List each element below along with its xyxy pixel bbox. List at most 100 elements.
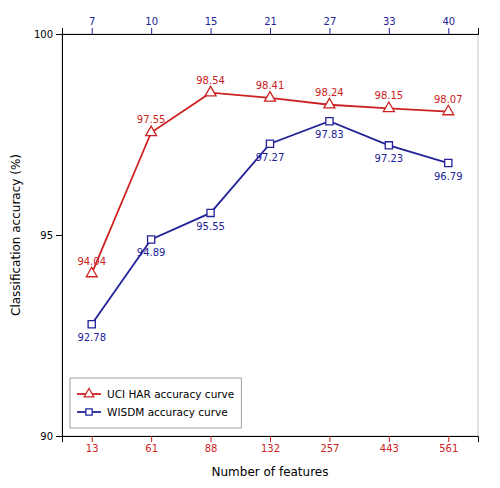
tick-mark	[270, 436, 271, 442]
tick: 13	[86, 436, 99, 454]
marker	[266, 140, 273, 147]
tick: 10	[145, 16, 158, 34]
plot-frame	[62, 34, 478, 436]
chart: 13 61 88 132 257 443 561 7 10 15 21 27 33 40 90 95 100 Nu…	[0, 0, 500, 488]
tick: 61	[145, 436, 158, 454]
marker	[146, 126, 157, 135]
legend-frame	[70, 378, 241, 428]
data-label: 98.54	[196, 75, 225, 86]
series-line	[92, 93, 449, 274]
tick-label: 561	[439, 443, 458, 454]
legend-marker	[84, 388, 94, 396]
marks	[86, 86, 454, 327]
x-axis-bottom: 13 61 88 132 257 443 561	[63, 436, 479, 454]
tick-label: 95	[40, 230, 53, 241]
tick-label: 10	[145, 16, 158, 27]
tick: 40	[442, 16, 455, 34]
tick-mark	[211, 28, 212, 34]
tick-label: 257	[320, 443, 339, 454]
tick-mark	[389, 436, 390, 442]
axis-line	[63, 437, 479, 443]
legend-label: UCI HAR accuracy curve	[107, 388, 234, 400]
tick: 33	[383, 16, 396, 34]
tick-label: 100	[34, 29, 53, 40]
data-label: 95.55	[196, 221, 225, 232]
x-axis-top: 7 10 15 21 27 33 40	[63, 16, 479, 35]
tick-label: 21	[264, 16, 277, 27]
data-label: 98.07	[434, 94, 463, 105]
tick: 21	[264, 16, 277, 34]
legend-item: WISDM accuracy curve	[77, 406, 228, 418]
data-label: 97.55	[137, 114, 166, 125]
marker	[326, 118, 333, 125]
marker	[205, 86, 216, 95]
tick: 7	[89, 16, 95, 34]
data-label: 94.89	[137, 247, 166, 258]
tick: 15	[205, 16, 218, 34]
tick-mark	[56, 34, 62, 35]
tick-label: 33	[383, 16, 396, 27]
marker	[324, 98, 335, 107]
data-label: 96.79	[434, 171, 463, 182]
tick-label: 61	[145, 443, 158, 454]
marker	[265, 92, 276, 101]
plot: 13 61 88 132 257 443 561 7 10 15 21 27 33 40 90 95 100 Nu…	[9, 16, 479, 479]
y-axis: 90 95 100	[34, 29, 63, 442]
tick-mark	[92, 28, 93, 34]
tick-label: 90	[40, 431, 53, 442]
marker	[443, 105, 454, 114]
tick: 443	[380, 436, 399, 454]
tick: 27	[324, 16, 337, 34]
tick-mark	[270, 28, 271, 34]
series-line	[92, 121, 449, 324]
data-label: 97.27	[256, 152, 285, 163]
x-axis-title: Number of features	[212, 465, 329, 479]
tick-mark	[448, 28, 449, 34]
data-label: 98.41	[256, 80, 285, 91]
data-label: 98.24	[315, 87, 344, 98]
tick-label: 88	[205, 443, 218, 454]
axis-line	[63, 28, 479, 35]
legend-marker	[86, 409, 92, 415]
tick-mark	[329, 28, 330, 34]
tick: 100	[34, 29, 62, 40]
marker	[86, 267, 97, 276]
axis-line	[56, 35, 63, 437]
tick: 88	[205, 436, 218, 454]
legend: UCI HAR accuracy curve WISDM accuracy cur…	[70, 378, 241, 428]
data-label: 97.83	[315, 129, 344, 140]
tick-label: 27	[324, 16, 337, 27]
tick-label: 443	[380, 443, 399, 454]
tick: 257	[320, 436, 339, 454]
tick-mark	[151, 28, 152, 34]
legend-label: WISDM accuracy curve	[107, 406, 228, 418]
tick-mark	[211, 436, 212, 442]
legend-item: UCI HAR accuracy curve	[77, 388, 234, 400]
tick-mark	[56, 235, 62, 236]
tick-label: 7	[89, 16, 95, 27]
data-label: 98.15	[375, 90, 404, 101]
tick: 561	[439, 436, 458, 454]
tick-mark	[329, 436, 330, 442]
data-label: 97.23	[375, 153, 404, 164]
marker	[148, 236, 155, 243]
y-axis-title: Classification accuracy (%)	[9, 154, 23, 316]
tick-mark	[92, 436, 93, 442]
tick-label: 13	[86, 443, 99, 454]
tick-mark	[56, 436, 62, 437]
data-label: 94.04	[77, 256, 106, 267]
tick-mark	[448, 436, 449, 442]
tick-label: 40	[442, 16, 455, 27]
marker	[385, 142, 392, 149]
marker	[383, 102, 394, 111]
marker	[88, 321, 95, 328]
tick-mark	[151, 436, 152, 442]
marker	[207, 209, 214, 216]
tick-label: 132	[261, 443, 280, 454]
tick: 95	[40, 230, 62, 241]
tick-label: 15	[205, 16, 218, 27]
tick: 90	[40, 431, 62, 442]
tick-mark	[389, 28, 390, 34]
data-labels: 94.0497.5598.5498.4198.2498.1598.0792.78…	[77, 75, 462, 344]
marker	[445, 159, 452, 166]
